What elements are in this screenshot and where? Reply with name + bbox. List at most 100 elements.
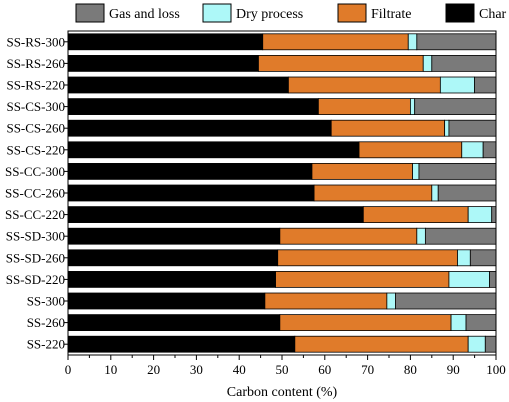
bar-ss-rs-220-dry-process — [439, 76, 475, 94]
bar-ss-rs-300-dry-process — [407, 33, 418, 51]
bar-ss-cs-220-filtrate — [358, 141, 463, 159]
bar-ss-cs-300-filtrate — [317, 98, 411, 115]
category-label-ss-rs-300: SS-RS-300 — [6, 34, 65, 49]
legend-swatch-filtrate — [337, 3, 367, 23]
bar-ss-cs-220-char — [67, 141, 360, 159]
category-label-ss-rs-220: SS-RS-220 — [6, 78, 65, 93]
x-tick-label-0: 0 — [65, 362, 72, 377]
bar-ss-rs-260-char — [67, 55, 259, 72]
category-label-ss-rs-260: SS-RS-260 — [6, 56, 65, 71]
bar-ss-220-filtrate — [294, 335, 469, 353]
bar-ss-rs-300-gas-and-loss — [416, 33, 497, 51]
bar-ss-260-char — [67, 314, 281, 331]
legend-label-dry-process: Dry process — [236, 7, 303, 22]
x-tick-label-80: 80 — [404, 362, 417, 377]
category-label-ss-cc-260: SS-CC-260 — [5, 186, 65, 201]
bar-ss-cc-220-filtrate — [362, 206, 469, 223]
bar-ss-rs-260-dry-process — [422, 55, 433, 72]
bar-ss-300-gas-and-loss — [395, 292, 497, 310]
bar-ss-300-filtrate — [264, 292, 388, 310]
bar-ss-cs-260-gas-and-loss — [448, 119, 497, 137]
bar-ss-cc-260-filtrate — [313, 184, 433, 202]
category-label-ss-cs-260: SS-CS-260 — [6, 121, 65, 136]
bar-ss-260-dry-process — [450, 314, 467, 331]
bar-ss-cs-300-dry-process — [409, 98, 416, 115]
x-tick-label-40: 40 — [233, 362, 246, 377]
x-tick-label-90: 90 — [447, 362, 460, 377]
bar-ss-rs-220-filtrate — [288, 76, 441, 94]
bar-ss-sd-300-char — [67, 227, 281, 245]
bar-ss-sd-300-filtrate — [279, 227, 418, 245]
bar-ss-cc-260-char — [67, 184, 315, 202]
bar-ss-sd-260-filtrate — [277, 249, 458, 267]
bar-ss-sd-300-dry-process — [416, 227, 426, 245]
bar-ss-cs-300-gas-and-loss — [414, 98, 497, 115]
x-tick-label-20: 20 — [147, 362, 160, 377]
category-label-ss-260: SS-260 — [27, 315, 65, 330]
bar-ss-sd-220-gas-and-loss — [489, 271, 497, 288]
bar-ss-rs-260-filtrate — [258, 55, 424, 72]
legend: Gas and loss Dry process Filtrate Char — [75, 3, 507, 23]
bar-ss-cc-300-dry-process — [412, 163, 420, 180]
category-label-ss-cc-220: SS-CC-220 — [5, 207, 65, 222]
category-label-ss-sd-220: SS-SD-220 — [6, 272, 65, 287]
x-tick-label-100: 100 — [486, 362, 506, 377]
bar-ss-sd-220-char — [67, 271, 276, 288]
category-labels: SS-RS-300 SS-RS-260 SS-RS-220 SS-CS-300 SS-C… — [5, 34, 68, 352]
x-axis-title: Carbon content (%) — [227, 385, 338, 400]
bar-ss-cs-220-gas-and-loss — [482, 141, 497, 159]
x-tick-label-60: 60 — [318, 362, 331, 377]
bar-ss-cc-300-char — [67, 163, 313, 180]
bar-ss-rs-300-char — [67, 33, 264, 51]
legend-swatch-char — [445, 3, 475, 23]
bar-ss-sd-260-gas-and-loss — [469, 249, 497, 267]
bar-ss-rs-300-filtrate — [262, 33, 409, 51]
bar-ss-cc-260-gas-and-loss — [437, 184, 497, 202]
plot-frame — [67, 30, 497, 356]
x-tick-label-30: 30 — [190, 362, 203, 377]
bar-ss-sd-220-dry-process — [448, 271, 490, 288]
bar-ss-260-filtrate — [279, 314, 452, 331]
bar-ss-260-gas-and-loss — [465, 314, 497, 331]
bar-ss-cs-260-char — [67, 119, 332, 137]
bar-ss-cc-220-char — [67, 206, 364, 223]
bar-ss-220-char — [67, 335, 296, 353]
legend-label-gas-and-loss: Gas and loss — [109, 7, 180, 22]
bars — [67, 33, 497, 353]
bar-ss-300-dry-process — [386, 292, 396, 310]
bar-ss-rs-260-gas-and-loss — [431, 55, 497, 72]
x-axis: 0 10 20 30 40 50 60 70 80 90 100 — [65, 355, 506, 377]
bar-ss-cs-300-char — [67, 98, 319, 115]
category-label-ss-sd-300: SS-SD-300 — [6, 229, 65, 244]
bar-ss-cc-220-gas-and-loss — [491, 206, 497, 223]
bar-ss-sd-300-gas-and-loss — [424, 227, 497, 245]
x-tick-label-50: 50 — [276, 362, 289, 377]
bar-ss-rs-220-gas-and-loss — [474, 76, 497, 94]
category-label-ss-cs-220: SS-CS-220 — [6, 142, 65, 157]
bar-ss-220-gas-and-loss — [484, 335, 497, 353]
bar-ss-rs-220-char — [67, 76, 289, 94]
bar-ss-cs-220-dry-process — [461, 141, 484, 159]
legend-swatch-gas-and-loss — [75, 3, 105, 23]
bar-ss-cs-260-filtrate — [330, 119, 446, 137]
legend-label-char: Char — [479, 7, 507, 22]
category-label-ss-sd-260: SS-SD-260 — [6, 250, 65, 265]
category-label-ss-220: SS-220 — [27, 337, 65, 352]
bar-ss-220-dry-process — [467, 335, 486, 353]
category-label-ss-cs-300: SS-CS-300 — [6, 99, 65, 114]
bar-ss-cc-260-dry-process — [431, 184, 439, 202]
bar-ss-sd-260-char — [67, 249, 279, 267]
bar-ss-300-char — [67, 292, 266, 310]
category-label-ss-300: SS-300 — [27, 294, 65, 309]
legend-label-filtrate: Filtrate — [371, 7, 411, 22]
bar-ss-cc-220-dry-process — [467, 206, 493, 223]
bar-ss-sd-220-filtrate — [275, 271, 450, 288]
x-tick-label-10: 10 — [104, 362, 117, 377]
category-label-ss-cc-300: SS-CC-300 — [5, 164, 65, 179]
bar-ss-cc-300-filtrate — [311, 163, 413, 180]
bar-ss-cs-260-dry-process — [444, 119, 450, 137]
legend-swatch-dry-process — [202, 3, 232, 23]
x-tick-label-70: 70 — [361, 362, 374, 377]
bar-ss-cc-300-gas-and-loss — [418, 163, 497, 180]
